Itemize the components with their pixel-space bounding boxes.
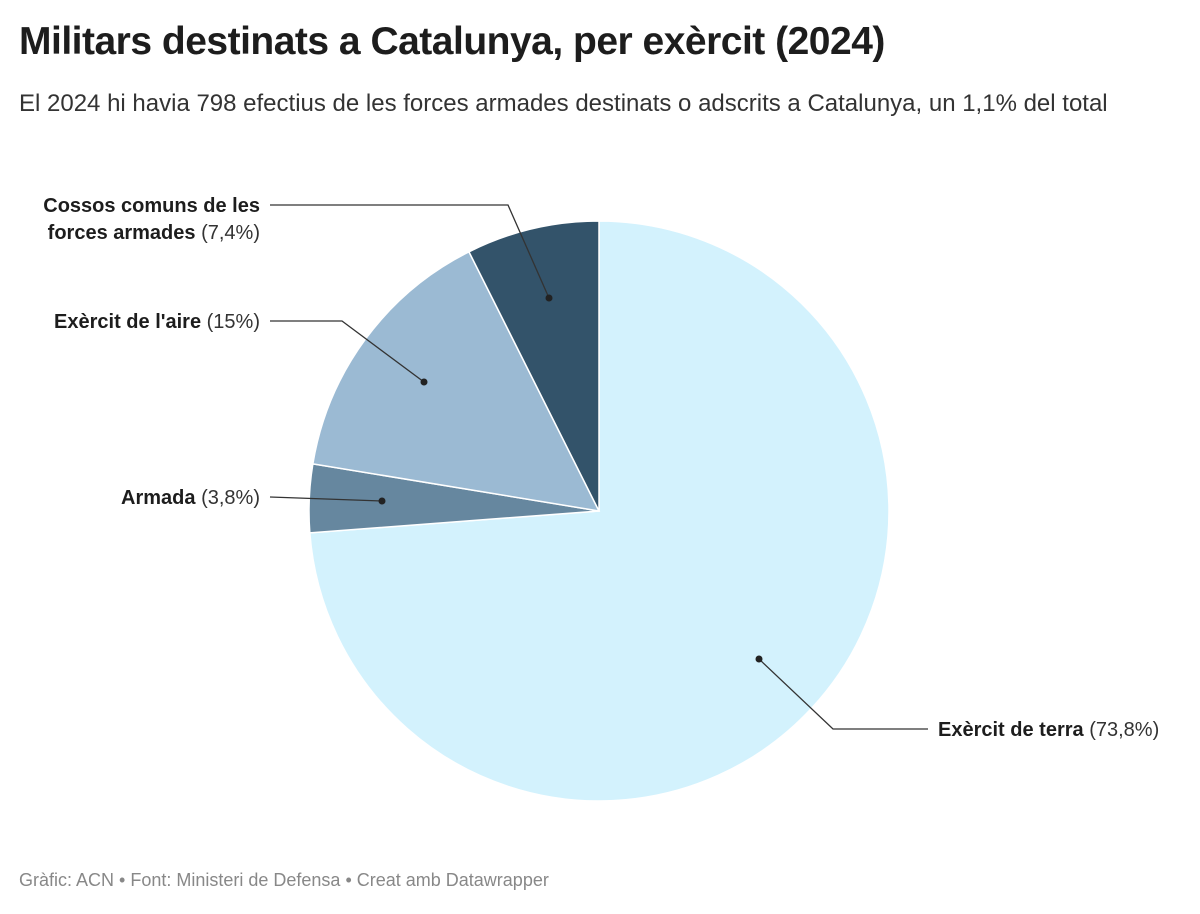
leader-line-ex-rcit-de-terra (758, 658, 928, 730)
slice-label-name: Exèrcit de l'aire (54, 311, 201, 333)
leader-dot-armada (378, 497, 386, 505)
slice-label-name: Cossos comuns de les (43, 195, 260, 217)
slice-label-name: forces armades (48, 222, 196, 244)
footer-separator: • (340, 870, 357, 890)
slice-label-value: (3,8%) (196, 487, 260, 509)
leader-line-ex-rcit-de-l-aire (270, 320, 425, 383)
leader-dot-ex-rcit-de-terra (755, 655, 763, 663)
slice-label-name: Armada (121, 487, 196, 509)
footer-datawrapper-credit: Creat amb Datawrapper (356, 870, 549, 890)
slice-label-value: (73,8%) (1084, 719, 1160, 741)
slice-label-cossos-comuns-de-les-forces-armades: Cossos comuns de les forces armades (7,4%… (43, 195, 260, 244)
footer: Gràfic: ACN • Font: Ministeri de Defensa… (19, 870, 549, 891)
footer-graphic-credit: Gràfic: ACN (19, 870, 115, 890)
footer-separator: • (114, 870, 131, 890)
leader-dot-cossos-comuns-de-les-forces-armades (545, 294, 553, 302)
chart-subtitle: El 2024 hi havia 798 efectius de les for… (19, 90, 1108, 117)
leader-line-armada (269, 496, 383, 502)
slice-label-ex-rcit-de-l-aire: Exèrcit de l'aire (15%) (54, 311, 260, 333)
leader-line-cossos-comuns-de-les-forces-armades (270, 204, 550, 299)
chart-title: Militars destinats a Catalunya, per exèr… (19, 20, 885, 63)
leader-dot-ex-rcit-de-l-aire (420, 378, 428, 386)
slice-label-name: Exèrcit de terra (938, 719, 1085, 741)
slice-label-value: (7,4%) (196, 222, 260, 244)
pie-slice-cossos-comuns-de-les-forces-armades (467, 220, 600, 512)
footer-source: Font: Ministeri de Defensa (130, 870, 341, 890)
slice-label-value: (15%) (201, 311, 260, 333)
slice-label-armada: Armada (3,8%) (121, 487, 260, 509)
slice-label-ex-rcit-de-terra: Exèrcit de terra (73,8%) (938, 719, 1159, 741)
